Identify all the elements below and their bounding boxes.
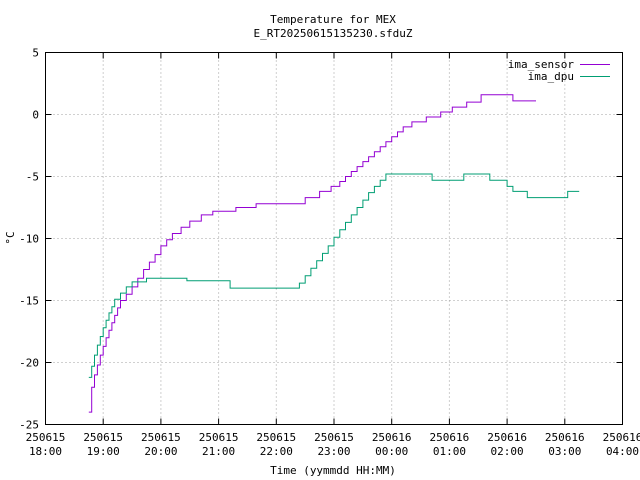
x-tick-label-date: 250616 xyxy=(545,431,585,444)
y-tick-label: -5 xyxy=(26,171,39,184)
x-tick-label-date: 250615 xyxy=(314,431,354,444)
legend-label-ima-sensor: ima_sensor xyxy=(508,58,575,71)
x-tick-label-date: 250616 xyxy=(430,431,470,444)
series-line-ima-dpu xyxy=(88,173,580,378)
x-tick-label-time: 03:00 xyxy=(548,445,581,458)
chart-subtitle: E_RT20250615135230.sfduZ xyxy=(254,27,413,40)
x-axis-label: Time (yymmdd HH:MM) xyxy=(270,464,396,477)
series-layer xyxy=(88,94,580,413)
x-tick-label-time: 01:00 xyxy=(433,445,466,458)
x-tick-label-date: 250616 xyxy=(372,431,412,444)
y-tick-label: 5 xyxy=(32,47,39,60)
series-line-ima-sensor xyxy=(88,94,536,413)
x-tick-label-date: 250615 xyxy=(256,431,296,444)
x-tick-label-time: 22:00 xyxy=(260,445,293,458)
x-tick-label-date: 250615 xyxy=(83,431,123,444)
axis-ticks: -25-20-15-10-50525061518:0025061519:0025… xyxy=(19,47,640,459)
x-tick-label-date: 250616 xyxy=(487,431,527,444)
x-tick-label-time: 21:00 xyxy=(202,445,235,458)
chart-title: Temperature for MEX xyxy=(270,13,396,26)
x-tick-label-time: 18:00 xyxy=(29,445,62,458)
x-tick-label-date: 250615 xyxy=(199,431,239,444)
x-tick-label-date: 250615 xyxy=(26,431,66,444)
x-tick-label-time: 00:00 xyxy=(375,445,408,458)
legend: ima_sensor ima_dpu xyxy=(508,58,610,83)
y-axis-label: °C xyxy=(4,231,17,244)
y-tick-label: -15 xyxy=(19,295,39,308)
x-tick-label-time: 04:00 xyxy=(606,445,639,458)
x-tick-label-time: 20:00 xyxy=(144,445,177,458)
y-tick-label: 0 xyxy=(32,109,39,122)
y-tick-label: -20 xyxy=(19,357,39,370)
legend-label-ima-dpu: ima_dpu xyxy=(528,70,574,83)
y-tick-label: -25 xyxy=(19,419,39,432)
y-tick-label: -10 xyxy=(19,233,39,246)
x-tick-label-time: 19:00 xyxy=(87,445,120,458)
x-tick-label-time: 23:00 xyxy=(317,445,350,458)
x-tick-label-time: 02:00 xyxy=(491,445,524,458)
x-tick-label-date: 250616 xyxy=(603,431,640,444)
x-tick-label-date: 250615 xyxy=(141,431,181,444)
